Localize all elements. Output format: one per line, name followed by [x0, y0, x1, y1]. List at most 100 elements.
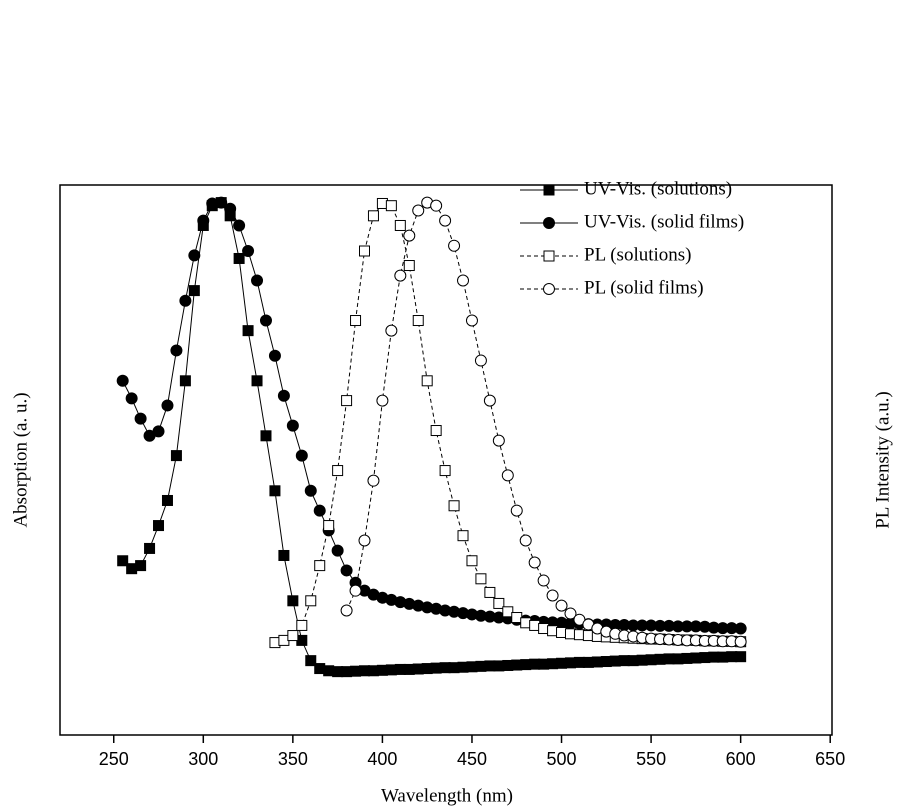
marker	[269, 485, 281, 497]
marker	[519, 534, 532, 547]
marker	[439, 465, 451, 477]
marker	[233, 252, 245, 264]
marker	[474, 354, 487, 367]
marker	[251, 375, 263, 387]
marker	[332, 465, 344, 477]
marker	[125, 392, 138, 405]
marker	[376, 394, 389, 407]
marker	[278, 549, 290, 561]
marker	[367, 210, 379, 222]
marker	[502, 606, 514, 618]
marker	[421, 375, 433, 387]
marker	[493, 597, 505, 609]
marker	[323, 520, 335, 532]
marker	[153, 520, 165, 532]
marker	[735, 651, 747, 663]
marker	[295, 449, 308, 462]
legend-marker	[543, 184, 555, 196]
marker	[224, 202, 237, 215]
marker	[313, 504, 326, 517]
legend-label: PL (solid films)	[584, 277, 704, 298]
marker	[134, 412, 147, 425]
y-axis-label: Absorption (a. u.)	[10, 392, 31, 527]
x-tick-label: 350	[278, 749, 308, 769]
marker	[430, 425, 442, 437]
series-line	[122, 202, 741, 673]
marker	[734, 635, 747, 648]
marker	[144, 542, 156, 554]
marker	[268, 349, 281, 362]
marker	[188, 285, 200, 297]
marker	[197, 214, 210, 227]
x-tick-label: 250	[99, 749, 129, 769]
marker	[492, 434, 505, 447]
marker	[340, 564, 353, 577]
marker	[341, 395, 353, 407]
marker	[135, 560, 147, 572]
marker	[564, 607, 577, 620]
x-tick-label: 600	[726, 749, 756, 769]
x-tick-label: 550	[636, 749, 666, 769]
marker	[179, 294, 192, 307]
marker	[537, 574, 550, 587]
marker	[359, 245, 371, 257]
marker	[215, 196, 228, 209]
marker	[430, 199, 443, 212]
marker	[448, 239, 461, 252]
y2-axis-label: PL Intensity (a.u.)	[872, 391, 893, 529]
x-tick-label: 400	[367, 749, 397, 769]
marker	[287, 630, 299, 642]
marker	[188, 249, 201, 262]
marker	[457, 530, 469, 542]
marker	[484, 586, 496, 598]
marker	[448, 500, 460, 512]
marker	[412, 315, 424, 327]
marker	[305, 655, 317, 667]
marker	[314, 560, 326, 572]
marker	[457, 274, 470, 287]
marker	[304, 484, 317, 497]
legend-marker	[543, 250, 555, 262]
marker	[367, 474, 380, 487]
marker	[349, 584, 362, 597]
series-line	[274, 202, 741, 644]
marker	[242, 245, 255, 257]
marker	[170, 450, 182, 462]
marker	[296, 619, 308, 631]
legend-label: PL (solutions)	[584, 244, 692, 265]
marker	[233, 219, 246, 232]
x-tick-label: 500	[547, 749, 577, 769]
marker	[385, 324, 398, 337]
marker	[734, 622, 747, 635]
marker	[305, 595, 317, 607]
marker	[152, 425, 165, 438]
marker	[350, 315, 362, 327]
marker	[412, 204, 425, 217]
marker	[555, 599, 568, 612]
series-line	[122, 202, 741, 630]
marker	[385, 200, 397, 212]
marker	[117, 555, 129, 567]
marker	[466, 555, 478, 567]
marker	[465, 314, 478, 327]
marker	[251, 274, 264, 287]
marker	[340, 604, 353, 617]
marker	[161, 399, 174, 412]
marker	[483, 394, 496, 407]
marker	[242, 325, 254, 337]
marker	[179, 375, 191, 387]
plot-frame	[59, 184, 833, 736]
marker	[501, 469, 514, 482]
marker	[331, 544, 344, 557]
marker	[287, 595, 299, 607]
legend-marker	[543, 283, 555, 295]
marker	[161, 494, 173, 506]
marker	[170, 344, 183, 357]
marker	[394, 269, 407, 282]
legend-label: UV-Vis. (solid films)	[584, 211, 744, 232]
x-tick-label: 300	[188, 749, 218, 769]
marker	[475, 573, 487, 585]
marker	[358, 534, 371, 547]
marker	[116, 374, 129, 387]
